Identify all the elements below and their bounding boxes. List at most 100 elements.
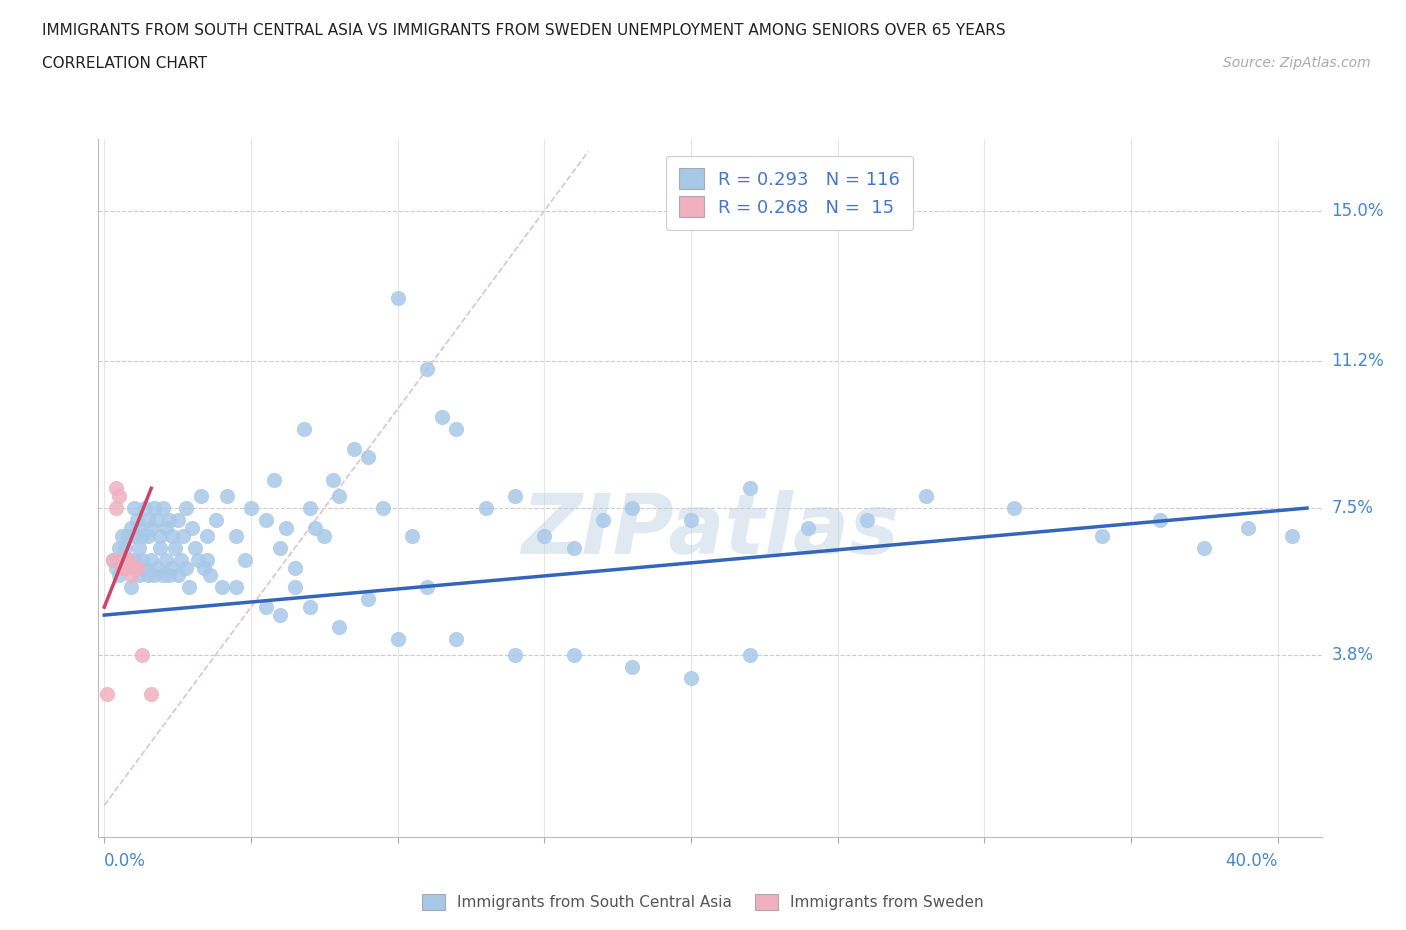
Point	[149, 540, 172, 555]
Point	[343, 441, 366, 456]
Point	[122, 500, 145, 515]
Point	[114, 560, 136, 575]
Point	[187, 552, 209, 567]
Point	[738, 647, 761, 662]
Point	[125, 512, 148, 527]
Legend: Immigrants from South Central Asia, Immigrants from Sweden: Immigrants from South Central Asia, Immi…	[415, 886, 991, 918]
Point	[184, 540, 207, 555]
Point	[117, 552, 139, 567]
Point	[114, 560, 136, 575]
Point	[146, 512, 169, 527]
Point	[269, 540, 291, 555]
Point	[122, 528, 145, 543]
Point	[131, 552, 153, 567]
Point	[233, 552, 256, 567]
Point	[181, 521, 204, 536]
Point	[101, 552, 124, 567]
Point	[592, 512, 614, 527]
Point	[134, 560, 156, 575]
Point	[141, 521, 163, 536]
Point	[108, 489, 131, 504]
Point	[914, 489, 936, 504]
Point	[143, 500, 166, 515]
Point	[856, 512, 879, 527]
Point	[225, 528, 247, 543]
Point	[96, 687, 118, 702]
Point	[105, 500, 128, 515]
Point	[128, 540, 150, 555]
Point	[120, 568, 142, 583]
Text: 40.0%: 40.0%	[1225, 852, 1278, 870]
Point	[298, 600, 321, 615]
Point	[225, 580, 247, 595]
Point	[401, 528, 423, 543]
Point	[117, 528, 139, 543]
Point	[314, 528, 336, 543]
Point	[621, 500, 644, 515]
Point	[1281, 528, 1303, 543]
Point	[128, 521, 150, 536]
Point	[284, 580, 307, 595]
Point	[105, 481, 128, 496]
Point	[533, 528, 555, 543]
Point	[128, 568, 150, 583]
Point	[111, 552, 134, 567]
Point	[111, 560, 134, 575]
Point	[136, 528, 159, 543]
Text: Source: ZipAtlas.com: Source: ZipAtlas.com	[1223, 56, 1371, 70]
Point	[131, 528, 153, 543]
Point	[155, 552, 177, 567]
Point	[193, 560, 215, 575]
Point	[134, 500, 156, 515]
Point	[125, 560, 148, 575]
Text: IMMIGRANTS FROM SOUTH CENTRAL ASIA VS IMMIGRANTS FROM SWEDEN UNEMPLOYMENT AMONG : IMMIGRANTS FROM SOUTH CENTRAL ASIA VS IM…	[42, 23, 1005, 38]
Point	[562, 540, 585, 555]
Point	[1149, 512, 1171, 527]
Point	[621, 659, 644, 674]
Point	[136, 512, 159, 527]
Point	[416, 362, 439, 377]
Point	[284, 560, 307, 575]
Point	[160, 528, 183, 543]
Point	[239, 500, 262, 515]
Point	[1194, 540, 1216, 555]
Point	[387, 631, 409, 646]
Legend: R = 0.293   N = 116, R = 0.268   N =  15: R = 0.293 N = 116, R = 0.268 N = 15	[666, 155, 912, 230]
Point	[122, 552, 145, 567]
Point	[176, 500, 198, 515]
Point	[122, 560, 145, 575]
Text: ZIPatlas: ZIPatlas	[522, 489, 898, 571]
Point	[211, 580, 233, 595]
Point	[198, 568, 221, 583]
Point	[322, 472, 344, 487]
Point	[120, 521, 142, 536]
Point	[263, 472, 285, 487]
Point	[679, 512, 702, 527]
Point	[157, 512, 180, 527]
Point	[371, 500, 394, 515]
Point	[114, 540, 136, 555]
Point	[105, 560, 128, 575]
Point	[114, 552, 136, 567]
Point	[149, 528, 172, 543]
Text: 0.0%: 0.0%	[104, 852, 146, 870]
Point	[176, 560, 198, 575]
Point	[152, 568, 174, 583]
Text: 7.5%: 7.5%	[1331, 499, 1374, 517]
Point	[276, 521, 298, 536]
Point	[108, 568, 131, 583]
Point	[387, 290, 409, 305]
Point	[166, 568, 188, 583]
Point	[503, 489, 526, 504]
Point	[146, 560, 169, 575]
Point	[254, 512, 277, 527]
Point	[141, 687, 163, 702]
Point	[446, 421, 468, 436]
Point	[173, 528, 195, 543]
Point	[108, 540, 131, 555]
Point	[254, 600, 277, 615]
Point	[169, 552, 191, 567]
Point	[141, 552, 163, 567]
Point	[111, 528, 134, 543]
Point	[166, 512, 188, 527]
